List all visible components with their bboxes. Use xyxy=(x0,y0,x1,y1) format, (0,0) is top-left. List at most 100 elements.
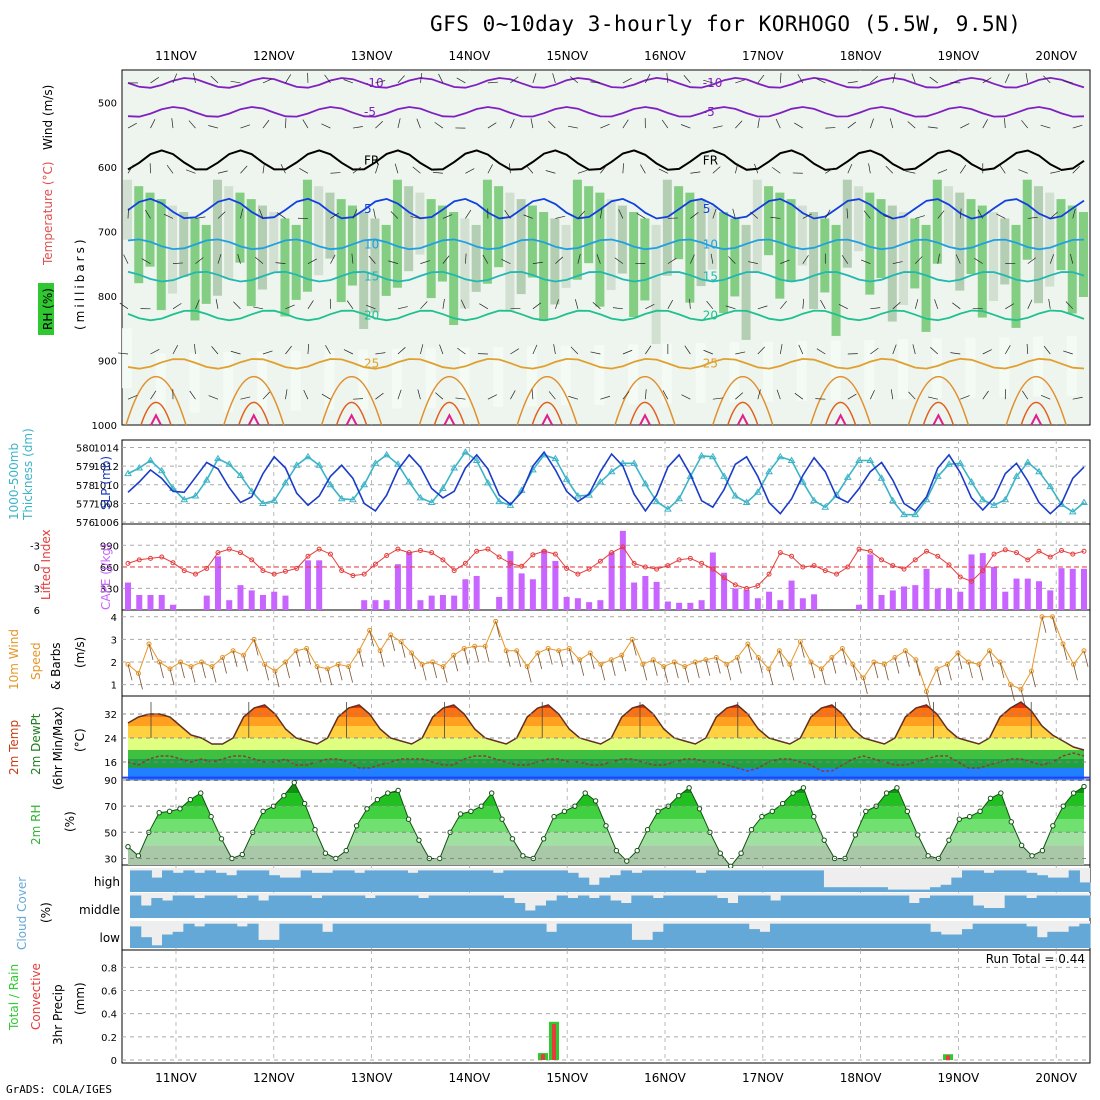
thickness-marker xyxy=(360,480,369,488)
cloud-bar xyxy=(684,923,696,948)
wind-barb xyxy=(622,77,632,84)
cloud-bar xyxy=(418,870,430,892)
rh-shade-cell xyxy=(212,179,222,296)
cloud-bar xyxy=(546,900,558,918)
rh-shade-cell xyxy=(775,192,785,299)
rh-shade-cell xyxy=(865,192,875,295)
wind-barb xyxy=(375,80,386,84)
thickness-marker xyxy=(630,459,639,466)
wind-barb-10m xyxy=(232,650,238,667)
wind-barb xyxy=(262,350,273,355)
wind-speed-marker xyxy=(598,661,604,667)
wind-barb xyxy=(712,208,717,219)
rh-shade-cell xyxy=(989,212,999,301)
cloud-bar xyxy=(258,900,270,918)
rh-marker xyxy=(166,808,173,815)
wind-speed-marker xyxy=(629,636,635,642)
thickness-marker xyxy=(281,478,290,486)
cloud-bar xyxy=(759,931,771,948)
cloud-bar xyxy=(311,872,323,892)
wind-barb xyxy=(847,393,857,400)
wind-speed-marker xyxy=(703,657,709,663)
wind-speed-marker xyxy=(220,655,226,661)
rh-marker xyxy=(592,798,599,804)
li-marker xyxy=(361,571,367,577)
wind-barb xyxy=(1021,120,1029,129)
wind-speed-marker xyxy=(304,645,310,651)
wind-barb xyxy=(1027,299,1033,309)
wind-speed-marker xyxy=(283,659,289,665)
cloud-bar xyxy=(140,870,152,892)
wind-barb-10m xyxy=(295,650,301,667)
rh-shade-cell xyxy=(527,205,537,278)
wind-barb xyxy=(757,305,768,310)
cape-bar xyxy=(664,601,671,610)
thickness-marker xyxy=(416,493,425,501)
cloud-bar xyxy=(620,903,632,918)
wind-barb-10m xyxy=(663,666,669,683)
wind-barb xyxy=(532,73,537,84)
wind-barb-10m xyxy=(789,664,795,681)
cape-bar xyxy=(597,600,604,610)
li-marker xyxy=(935,553,941,559)
rh-shade-cell xyxy=(314,186,324,276)
cloud-bar xyxy=(311,898,323,918)
wind-barb-10m xyxy=(621,655,627,672)
li-marker xyxy=(294,565,300,571)
wind-speed-marker xyxy=(262,661,268,667)
cloud-bar xyxy=(514,903,526,918)
thickness-tick: 577 xyxy=(76,499,95,510)
dewpoint-line xyxy=(127,752,1085,772)
thickness-marker xyxy=(394,460,402,467)
wind-barb xyxy=(343,349,354,355)
wind-speed-marker xyxy=(1007,682,1013,688)
cloud-bar xyxy=(428,870,440,892)
surface-temp-contour xyxy=(639,413,651,426)
cloud-bar xyxy=(940,884,952,892)
cloud-bar xyxy=(482,895,494,918)
rh-shade-cell xyxy=(291,224,301,300)
wind-barb-10m xyxy=(726,664,732,681)
wind-legend-label: Wind (m/s) xyxy=(41,85,55,150)
li-marker xyxy=(597,558,603,564)
wind-barb xyxy=(690,171,701,174)
wind-barb xyxy=(420,344,424,355)
cloud-bar xyxy=(215,895,227,918)
cloud-bar xyxy=(866,887,878,892)
li-marker xyxy=(147,555,153,561)
wind-barb xyxy=(302,119,309,129)
wind-speed-marker xyxy=(1039,614,1045,620)
wind-barb xyxy=(590,351,601,355)
pressure-tick: 900 xyxy=(98,356,117,367)
wind-barb xyxy=(217,254,222,264)
cloud-bar xyxy=(1015,923,1027,948)
li-marker xyxy=(282,568,288,574)
cloud-bar xyxy=(364,870,376,892)
wind-speed-marker xyxy=(713,655,719,661)
wind-barb-10m xyxy=(884,664,889,681)
rh-shade-cell xyxy=(944,186,954,248)
cloud-bar xyxy=(983,908,995,918)
wind-barb xyxy=(262,78,273,84)
wind-barb xyxy=(779,72,782,83)
wind-barb xyxy=(1004,345,1011,355)
cape-bar xyxy=(777,600,784,610)
wind-barb-10m xyxy=(905,650,910,667)
wind-speed-marker xyxy=(157,659,163,665)
rh-shade-cell xyxy=(505,192,515,311)
wind-barb xyxy=(285,74,292,84)
wind-barb xyxy=(982,77,992,84)
wind-speed-marker xyxy=(671,659,677,665)
cape-bar xyxy=(518,573,525,610)
rh-shade-cell xyxy=(325,192,335,259)
wind-barb xyxy=(172,303,182,310)
cape-bar xyxy=(507,551,514,610)
li-marker xyxy=(462,560,468,566)
wind-barb xyxy=(325,345,331,355)
wind-barb xyxy=(869,118,874,129)
pressure-axis-label: (millibars) xyxy=(73,236,87,330)
cloud-bar xyxy=(951,934,963,948)
cloud-bar xyxy=(226,875,238,892)
wind-barb xyxy=(883,215,893,219)
wind-barb xyxy=(412,166,421,174)
